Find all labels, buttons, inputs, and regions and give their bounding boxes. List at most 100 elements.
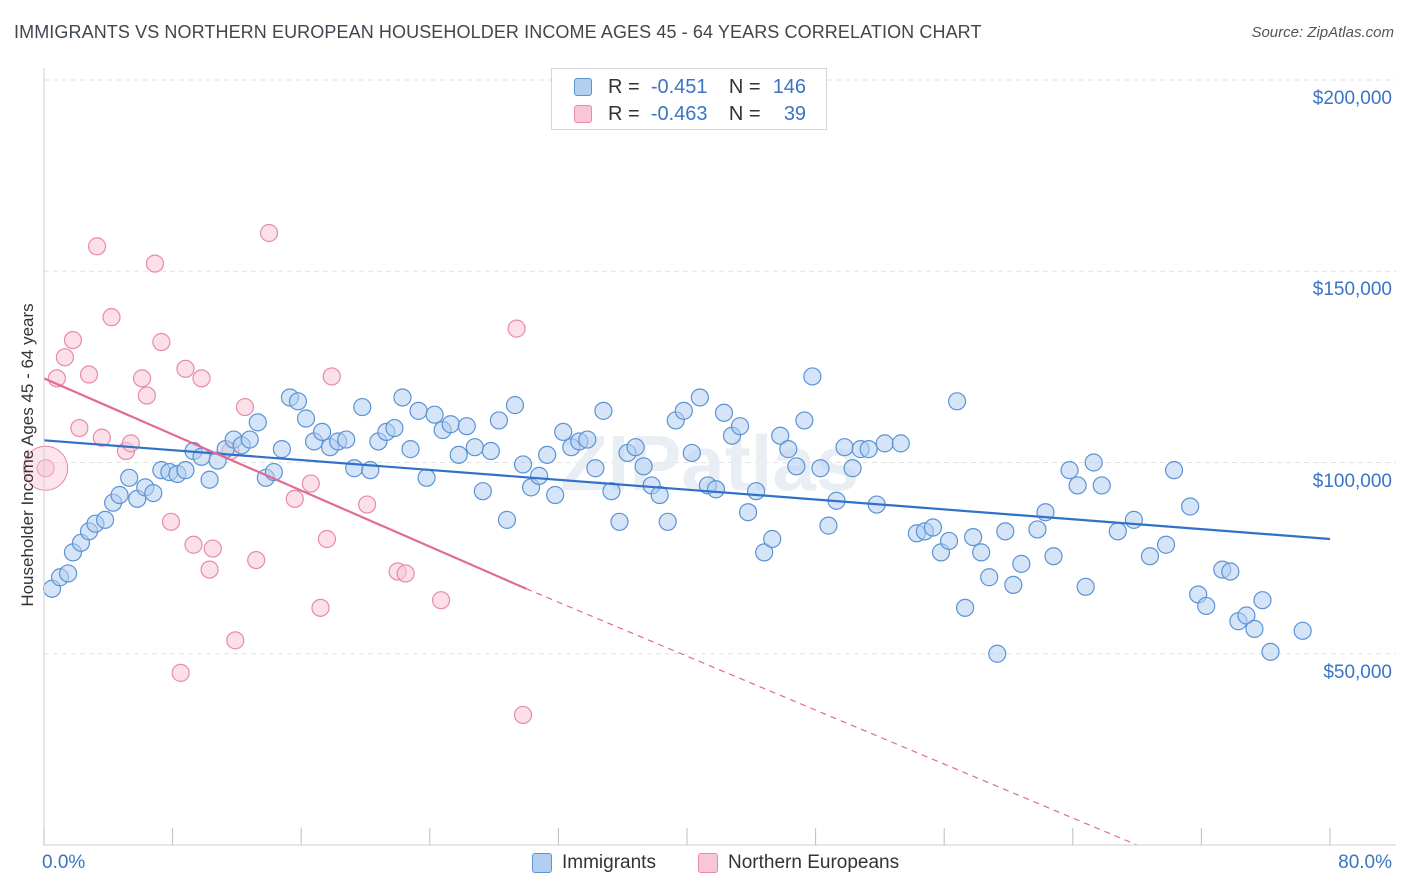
northern-europeans-point — [311, 598, 330, 617]
legend-row-northern-europeans: R = -0.463 N = 39 — [574, 102, 806, 126]
immigrants-point — [538, 445, 557, 464]
northern-europeans-point — [176, 359, 195, 378]
series-swatch-northern-europeans — [698, 853, 718, 873]
immigrants-point — [176, 461, 195, 480]
immigrants-point — [626, 438, 645, 457]
immigrants-point — [763, 529, 782, 549]
immigrants-point — [996, 522, 1015, 541]
immigrants-point — [779, 440, 798, 459]
chart-title: IMMIGRANTS VS NORTHERN EUROPEAN HOUSEHOL… — [14, 22, 982, 42]
legend-n-value: 146 — [772, 75, 807, 98]
immigrants-point — [110, 485, 129, 505]
legend-swatch-northern-europeans — [574, 105, 592, 123]
northern-europeans-point — [184, 535, 203, 554]
immigrants-point — [489, 411, 509, 430]
northern-europeans-point — [322, 367, 341, 386]
immigrants-point — [1245, 619, 1264, 638]
legend-swatch-immigrants — [574, 78, 592, 96]
immigrants-point — [755, 543, 774, 562]
legend-n-label: N = — [728, 75, 761, 98]
y-axis-label: Householder Income Ages 45 - 64 years — [18, 303, 37, 607]
immigrants-point — [441, 415, 460, 434]
northern-europeans-point — [152, 332, 171, 352]
immigrants-point — [393, 388, 412, 407]
northern-europeans-point — [102, 308, 121, 327]
northern-europeans-point — [358, 495, 377, 514]
x-tick-label-min: 0.0% — [42, 852, 86, 873]
immigrants-point — [385, 418, 404, 438]
immigrants-point — [1092, 476, 1111, 495]
y-tick-label: $200,000 — [1312, 88, 1392, 109]
immigrants-point — [546, 485, 565, 505]
immigrants-point — [594, 401, 613, 420]
northern-europeans-point — [137, 386, 156, 405]
northern-europeans-point — [203, 539, 222, 558]
grid-layer — [44, 79, 1396, 655]
immigrants-point — [248, 413, 267, 432]
immigrants-point — [530, 466, 549, 485]
immigrants-point — [843, 459, 862, 478]
immigrants-point — [457, 417, 476, 436]
immigrants-point — [1237, 606, 1256, 625]
immigrants-point — [706, 480, 726, 499]
correlation-legend: R = -0.451 N = 146 R = -0.463 N = 39 — [551, 68, 827, 130]
northern-europeans-point — [92, 428, 111, 447]
northern-europeans-point — [285, 489, 304, 508]
northern-europeans-point — [70, 418, 89, 438]
immigrants-point — [658, 512, 677, 531]
immigrants-point — [1164, 461, 1184, 480]
northern-europeans-point — [161, 512, 181, 531]
northern-europeans-point — [396, 564, 415, 583]
legend-n-label: N = — [728, 102, 761, 125]
immigrants-point — [1261, 642, 1280, 661]
immigrants-point — [771, 426, 790, 445]
immigrants-point — [1060, 461, 1079, 480]
immigrants-point — [144, 484, 163, 503]
immigrants-point — [891, 434, 910, 453]
immigrants-point — [634, 457, 653, 476]
immigrants-point — [337, 430, 356, 449]
immigrants-point — [473, 482, 492, 501]
immigrants-point — [730, 417, 750, 436]
immigrants-point — [714, 403, 734, 422]
immigrants-point — [497, 510, 517, 529]
northern-europeans-point — [431, 591, 451, 610]
immigrants-point — [417, 468, 436, 487]
northern-europeans-point — [235, 397, 255, 417]
immigrants-point — [923, 518, 943, 537]
immigrants-point — [1028, 520, 1047, 539]
immigrants-point — [1076, 577, 1095, 596]
immigrants-point — [972, 543, 991, 562]
immigrants-point — [1181, 497, 1200, 516]
immigrants-point — [955, 598, 975, 617]
series-label-immigrants: Immigrants — [562, 852, 656, 873]
legend-row-immigrants: R = -0.451 N = 146 — [574, 75, 806, 99]
immigrants-point — [120, 468, 139, 487]
immigrants-point — [272, 440, 292, 459]
immigrants-points — [42, 367, 1312, 663]
northern-europeans-point — [226, 631, 245, 650]
series-label-northern-europeans: Northern Europeans — [728, 852, 900, 873]
immigrants-point — [505, 396, 525, 415]
legend-r-value: -0.451 — [650, 75, 708, 98]
immigrants-point — [425, 405, 444, 424]
immigrants-point — [602, 482, 621, 501]
northern-europeans-point — [63, 331, 83, 350]
immigrants-point — [811, 459, 830, 478]
immigrants-point — [1044, 547, 1063, 566]
immigrants-point — [288, 392, 308, 411]
immigrants-point — [875, 434, 894, 453]
immigrants-point — [835, 438, 854, 457]
immigrants-point — [980, 568, 999, 587]
northern-europeans-point — [79, 365, 99, 384]
immigrants-point — [578, 430, 597, 449]
immigrants-point — [1108, 522, 1127, 541]
immigrants-point — [1084, 453, 1103, 472]
immigrants-point — [939, 531, 959, 551]
immigrants-point — [674, 401, 693, 420]
northern-europeans-trend-extension — [526, 588, 1138, 846]
immigrants-point — [296, 409, 316, 428]
legend-r-label: R = — [608, 102, 640, 125]
immigrants-point — [312, 422, 332, 441]
immigrants-point — [240, 430, 259, 449]
